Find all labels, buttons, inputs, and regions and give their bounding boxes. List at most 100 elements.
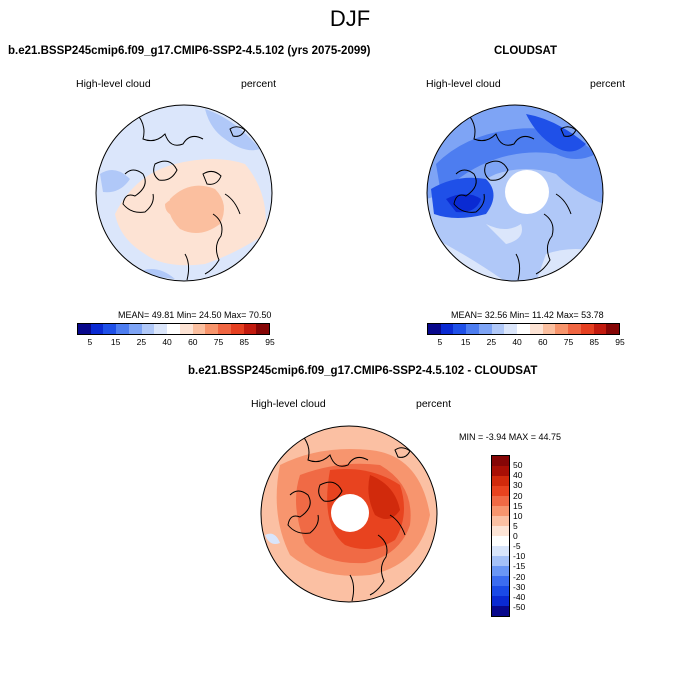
colorbar-swatch bbox=[103, 324, 117, 334]
colorbar-swatch bbox=[243, 324, 257, 334]
panel-3-units-label: percent bbox=[416, 398, 452, 410]
colorbar-swatch bbox=[492, 556, 509, 566]
colorbar-swatch bbox=[492, 596, 509, 606]
colorbar-swatch bbox=[179, 324, 193, 334]
colorbar-tick-label: 85 bbox=[239, 337, 249, 347]
panel-3-colorbar-labels: 50 40 30 20 15 10 5 0 -5 -10 -15 -20 -30 -40 -50 bbox=[513, 455, 543, 615]
colorbar-swatch bbox=[230, 324, 244, 334]
colorbar-swatch bbox=[492, 586, 509, 596]
colorbar-swatch bbox=[491, 324, 505, 334]
colorbar-swatch bbox=[555, 324, 569, 334]
panel-2-variable-label: High-level cloud bbox=[426, 78, 501, 90]
panel-2-colorbar-swatches bbox=[427, 323, 620, 335]
colorbar-tick-label: 40 bbox=[513, 470, 523, 481]
panel-3-title: b.e21.BSSP245cmip6.f09_g17.CMIP6-SSP2-4.… bbox=[188, 365, 538, 377]
colorbar-swatch bbox=[90, 324, 104, 334]
colorbar-tick-label: 20 bbox=[513, 490, 523, 501]
colorbar-swatch bbox=[466, 324, 479, 334]
panel-1-colorbar-labels: 5 15 25 40 60 75 85 95 bbox=[77, 335, 274, 347]
colorbar-swatch bbox=[580, 324, 594, 334]
colorbar-tick-label: -30 bbox=[513, 581, 526, 592]
panel-2-units-label: percent bbox=[590, 78, 626, 90]
colorbar-tick-label: 5 bbox=[437, 337, 443, 347]
colorbar-swatch bbox=[78, 324, 91, 334]
colorbar-tick-label: 5 bbox=[513, 520, 518, 531]
colorbar-tick-label: -50 bbox=[513, 601, 526, 612]
colorbar-swatch bbox=[492, 476, 509, 486]
colorbar-swatch bbox=[568, 324, 581, 334]
panel-3-variable-label: High-level cloud bbox=[251, 398, 326, 410]
colorbar-swatch bbox=[492, 486, 509, 496]
colorbar-swatch bbox=[492, 466, 509, 476]
colorbar-swatch bbox=[606, 324, 620, 334]
panel-1-variable-label: High-level cloud bbox=[76, 78, 151, 90]
colorbar-swatch bbox=[492, 506, 509, 516]
colorbar-tick-label: 25 bbox=[136, 337, 147, 347]
colorbar-tick-label: -10 bbox=[513, 551, 526, 562]
colorbar-swatch bbox=[428, 324, 441, 334]
colorbar-tick-label: 5 bbox=[87, 337, 93, 347]
panel-1-stats: MEAN= 49.81 Min= 24.50 Max= 70.50 bbox=[118, 310, 272, 320]
colorbar-swatch bbox=[492, 496, 509, 506]
colorbar-swatch bbox=[492, 536, 509, 546]
colorbar-swatch bbox=[116, 324, 129, 334]
colorbar-swatch bbox=[492, 606, 509, 616]
colorbar-tick-label: 0 bbox=[513, 531, 518, 541]
panel-2-colorbar-labels: 5 15 25 40 60 75 85 95 bbox=[427, 335, 624, 347]
panel-2-colorbar: 5 15 25 40 60 75 85 95 bbox=[427, 323, 625, 347]
colorbar-swatch bbox=[440, 324, 454, 334]
colorbar-swatch bbox=[192, 324, 206, 334]
colorbar-tick-label: -5 bbox=[513, 541, 521, 552]
colorbar-swatch bbox=[492, 456, 509, 466]
colorbar-tick-label: 75 bbox=[213, 337, 224, 347]
colorbar-swatch bbox=[542, 324, 556, 334]
colorbar-swatch bbox=[593, 324, 607, 334]
colorbar-swatch bbox=[218, 324, 231, 334]
colorbar-tick-label: 50 bbox=[513, 460, 523, 471]
colorbar-swatch bbox=[504, 324, 518, 334]
panel-3-colorbar-swatches bbox=[491, 455, 510, 617]
colorbar-swatch bbox=[492, 516, 509, 526]
colorbar-tick-label: 60 bbox=[188, 337, 198, 347]
panel-2-polar-map bbox=[426, 104, 604, 282]
colorbar-swatch bbox=[167, 324, 180, 334]
colorbar-tick-label: -40 bbox=[513, 591, 526, 602]
colorbar-tick-label: 10 bbox=[513, 510, 523, 521]
panel-1-colorbar-swatches bbox=[77, 323, 270, 335]
colorbar-swatch bbox=[529, 324, 543, 334]
colorbar-swatch bbox=[492, 526, 509, 536]
panel-1-units-label: percent bbox=[241, 78, 277, 90]
panel-2-stats: MEAN= 32.56 Min= 11.42 Max= 53.78 bbox=[451, 310, 604, 320]
colorbar-swatch bbox=[205, 324, 219, 334]
panel-3-colorbar: 50 40 30 20 15 10 5 0 -5 -10 -15 -20 -30 -40 -50 bbox=[491, 455, 525, 617]
colorbar-swatch bbox=[492, 546, 509, 556]
colorbar-swatch bbox=[128, 324, 142, 334]
colorbar-swatch bbox=[256, 324, 270, 334]
colorbar-tick-label: 95 bbox=[265, 337, 275, 347]
colorbar-swatch bbox=[517, 324, 530, 334]
colorbar-tick-label: 15 bbox=[460, 337, 471, 347]
panel-3-stats: MIN = -3.94 MAX = 44.75 bbox=[459, 432, 562, 442]
colorbar-swatch bbox=[492, 566, 509, 576]
colorbar-tick-label: 85 bbox=[589, 337, 599, 347]
colorbar-tick-label: 40 bbox=[162, 337, 172, 347]
panel-1-colorbar: 5 15 25 40 60 75 85 95 bbox=[77, 323, 275, 347]
colorbar-swatch bbox=[141, 324, 155, 334]
season-title: DJF bbox=[329, 6, 371, 31]
colorbar-swatch bbox=[478, 324, 492, 334]
panel-3-polar-map bbox=[260, 425, 438, 603]
colorbar-tick-label: 40 bbox=[512, 337, 522, 347]
panel-1-title: b.e21.BSSP245cmip6.f09_g17.CMIP6-SSP2-4.… bbox=[8, 45, 371, 57]
colorbar-tick-label: 15 bbox=[110, 337, 121, 347]
panel-1-polar-map bbox=[95, 104, 273, 282]
colorbar-swatch bbox=[492, 576, 509, 586]
colorbar-tick-label: 25 bbox=[486, 337, 497, 347]
colorbar-tick-label: 95 bbox=[615, 337, 625, 347]
colorbar-tick-label: -20 bbox=[513, 571, 526, 582]
colorbar-tick-label: 75 bbox=[563, 337, 574, 347]
colorbar-tick-label: 60 bbox=[538, 337, 548, 347]
colorbar-swatch bbox=[154, 324, 168, 334]
colorbar-swatch bbox=[453, 324, 467, 334]
colorbar-tick-label: 15 bbox=[513, 500, 523, 511]
panel-2-title: CLOUDSAT bbox=[494, 45, 558, 57]
